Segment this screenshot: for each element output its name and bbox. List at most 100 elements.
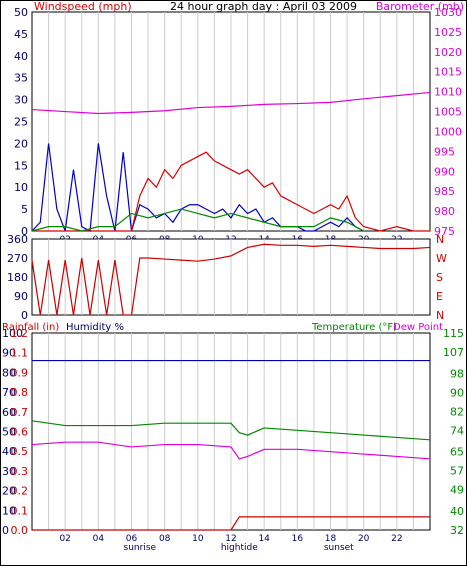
barometer-axis-label: Barometer (mb)	[376, 0, 464, 13]
humidity-tick-label: 70	[2, 386, 16, 399]
weather-gridlines	[48, 333, 414, 530]
weather-x-ticks: 02 04 06 08 10 12 14 16 18 20 22 sunrise hightide sun…	[59, 534, 402, 553]
chart-title: 24 hour graph day : April 03 2009	[170, 0, 357, 13]
wind-y-tick-label: 45	[14, 28, 28, 41]
hour-tick-label: 06	[126, 534, 138, 544]
barometer-series	[31, 91, 431, 115]
direction-y-tick-label: 270	[7, 252, 28, 265]
compass-tick-label: S	[436, 271, 443, 284]
compass-tick-label: N	[436, 233, 444, 246]
hour-tick-label: 08	[159, 534, 171, 544]
humidity-tick-label: 90	[2, 347, 16, 360]
barometer-tick-label: 985	[434, 185, 455, 198]
barometer-tick-label: 1015	[434, 66, 462, 79]
wind-y-tick-label: 30	[14, 94, 28, 107]
wind-y-tick-label: 0	[21, 225, 28, 238]
wind-y-tick-label: 35	[14, 72, 28, 85]
rain-tick-label: 1.2	[11, 327, 29, 340]
temperature-tick-label: 74	[450, 424, 464, 437]
humidity-label: Humidity %	[66, 322, 124, 333]
humidity-tick-label: 30	[2, 465, 16, 478]
dewpoint-label: Dew Point	[393, 322, 443, 333]
barometer-tick-label: 980	[434, 205, 455, 218]
temperature-tick-label: 49	[450, 484, 464, 497]
temperature-ticks: 115 107 98 90 82 74 65 57 49 40 32	[443, 327, 464, 537]
barometer-ticks: 1030 1025 1020 1015 1010 1005 1000 995 990 985 980…	[434, 6, 462, 238]
weather-series	[31, 359, 431, 531]
direction-y-tick-label: 360	[7, 233, 28, 246]
humidity-tick-label: 40	[2, 445, 16, 458]
hour-tick-label: 02	[59, 534, 70, 544]
hour-tick-label: 14	[258, 534, 270, 544]
temperature-tick-label: 82	[450, 405, 464, 418]
barometer-tick-label: 1020	[434, 46, 462, 59]
time-annotation: sunrise	[124, 543, 157, 553]
barometer-tick-label: 990	[434, 165, 455, 178]
hour-tick-label: 12	[225, 534, 236, 544]
weather-panel: 1001.2901.1800.9700.8600.7500.6400.5300.…	[2, 327, 464, 553]
temperature-tick-label: 115	[443, 327, 464, 340]
rain-tick-label: 1.1	[11, 347, 29, 360]
humidity-tick-label: 60	[2, 406, 16, 419]
barometer-tick-label: 1010	[434, 86, 462, 99]
direction-y-ticks: 360 270 180 90 0	[7, 233, 28, 322]
wind-y-tick-label: 20	[14, 137, 28, 150]
wind-gust-series	[32, 151, 430, 232]
wind-series	[31, 91, 431, 232]
direction-y-tick-label: 90	[14, 290, 28, 303]
hour-tick-label: 20	[358, 534, 370, 544]
compass-tick-label: N	[436, 309, 444, 322]
hour-tick-label: 04	[93, 534, 105, 544]
direction-series	[31, 243, 431, 316]
rain-tick-label: 0.3	[11, 465, 29, 478]
temperature-tick-label: 32	[450, 524, 464, 537]
hour-tick-label: 22	[391, 534, 402, 544]
wind-y-tick-label: 50	[14, 6, 28, 19]
rain-tick-label: 0.9	[11, 366, 29, 379]
wind-axis-label: Windspeed (mph)	[34, 0, 132, 13]
rain-tick-label: 0.0	[11, 524, 29, 537]
time-annotation: hightide	[221, 543, 258, 553]
humidity-tick-label: 80	[2, 366, 16, 379]
temperature-series	[31, 420, 431, 441]
temperature-tick-label: 65	[450, 446, 464, 459]
humidity-tick-label: 10	[2, 504, 16, 517]
temperature-label: Temperature (°F)	[311, 322, 397, 333]
humidity-tick-label: 50	[2, 426, 16, 439]
direction-y-tick-label: 0	[21, 309, 28, 322]
rain-tick-label: 0.5	[11, 445, 29, 458]
humidity-tick-label: 20	[2, 485, 16, 498]
rainfall-label: Rainfall (in)	[2, 322, 59, 333]
wind-y-tick-label: 40	[14, 50, 28, 63]
wind-y-tick-label: 10	[14, 181, 28, 194]
barometer-tick-label: 995	[434, 145, 455, 158]
barometer-tick-label: 1005	[434, 106, 462, 119]
hour-tick-label: 10	[192, 534, 204, 544]
rain-tick-label: 0.1	[11, 504, 29, 517]
temperature-tick-label: 57	[450, 465, 464, 478]
rainfall-series	[32, 516, 430, 531]
hour-tick-label: 18	[325, 534, 337, 544]
direction-gridlines	[48, 239, 414, 315]
barometer-tick-label: 1025	[434, 26, 462, 39]
temperature-tick-label: 40	[450, 505, 464, 518]
dewpoint-series	[31, 441, 431, 460]
wind-y-tick-label: 5	[21, 203, 28, 216]
barometer-tick-label: 975	[434, 225, 455, 238]
hour-tick-label: 16	[292, 534, 304, 544]
rain-tick-label: 0.7	[11, 406, 29, 419]
barometer-tick-label: 1000	[434, 125, 462, 138]
compass-tick-label: W	[436, 252, 447, 265]
rain-tick-label: 0.6	[11, 426, 29, 439]
rain-tick-label: 0.8	[11, 386, 29, 399]
direction-y-tick-label: 180	[7, 271, 28, 284]
temperature-tick-label: 107	[443, 346, 464, 359]
wind-green-series	[31, 208, 364, 232]
compass-tick-label: E	[436, 290, 443, 303]
rain-tick-label: 0.2	[11, 485, 29, 498]
barometer-tick-label: 1030	[434, 6, 462, 19]
wind-gridlines	[48, 12, 414, 231]
